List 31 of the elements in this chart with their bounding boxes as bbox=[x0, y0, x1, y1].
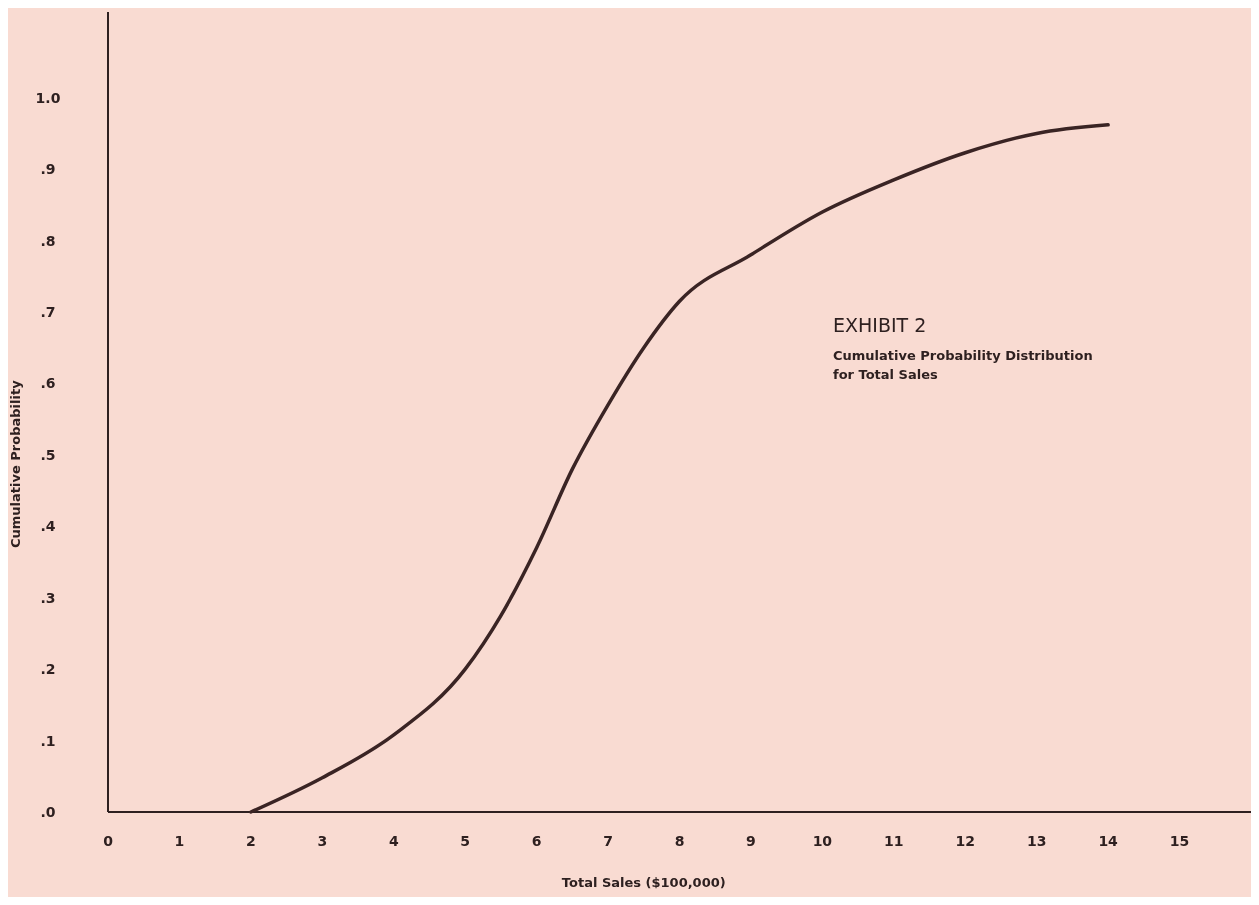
y-tick-label: .6 bbox=[40, 375, 56, 392]
x-tick-label: 15 bbox=[1169, 833, 1190, 849]
x-tick-label: 14 bbox=[1098, 833, 1119, 849]
x-tick-label: 11 bbox=[884, 833, 904, 849]
x-tick-label: 8 bbox=[674, 833, 685, 849]
x-tick-label: 2 bbox=[246, 833, 256, 849]
y-tick-label: .3 bbox=[40, 589, 56, 606]
x-tick-label: 10 bbox=[812, 833, 833, 849]
y-tick-label: .7 bbox=[40, 304, 56, 320]
y-tick-label: 1.0 bbox=[35, 89, 61, 106]
x-tick-label: 4 bbox=[388, 833, 399, 849]
x-tick-label: 12 bbox=[955, 833, 975, 849]
y-axis-title: Cumulative Probability bbox=[8, 379, 23, 548]
x-tick-label: 0 bbox=[103, 833, 114, 849]
x-tick-label: 13 bbox=[1026, 833, 1047, 849]
x-tick-label: 6 bbox=[531, 833, 542, 849]
x-tick-label: 7 bbox=[603, 833, 613, 849]
y-tick-label: .1 bbox=[40, 732, 56, 749]
x-tick-label: 5 bbox=[460, 833, 471, 849]
x-axis-title: Total Sales ($100,000) bbox=[561, 875, 726, 890]
y-tick-label: .5 bbox=[40, 446, 56, 463]
text: EXHIBIT 2 bbox=[833, 314, 927, 336]
y-tick-label: .0 bbox=[40, 804, 56, 820]
y-tick-label: .9 bbox=[40, 161, 56, 178]
x-tick-label: 1 bbox=[174, 833, 185, 849]
y-tick-label: .8 bbox=[40, 232, 56, 249]
y-tick-label: .4 bbox=[40, 518, 56, 535]
x-tick-label: 9 bbox=[746, 833, 756, 849]
x-tick-label: 3 bbox=[317, 833, 328, 849]
text: Cumulative Probability Distribution for Total Sales bbox=[833, 348, 1093, 382]
y-tick-label: .2 bbox=[40, 661, 56, 678]
